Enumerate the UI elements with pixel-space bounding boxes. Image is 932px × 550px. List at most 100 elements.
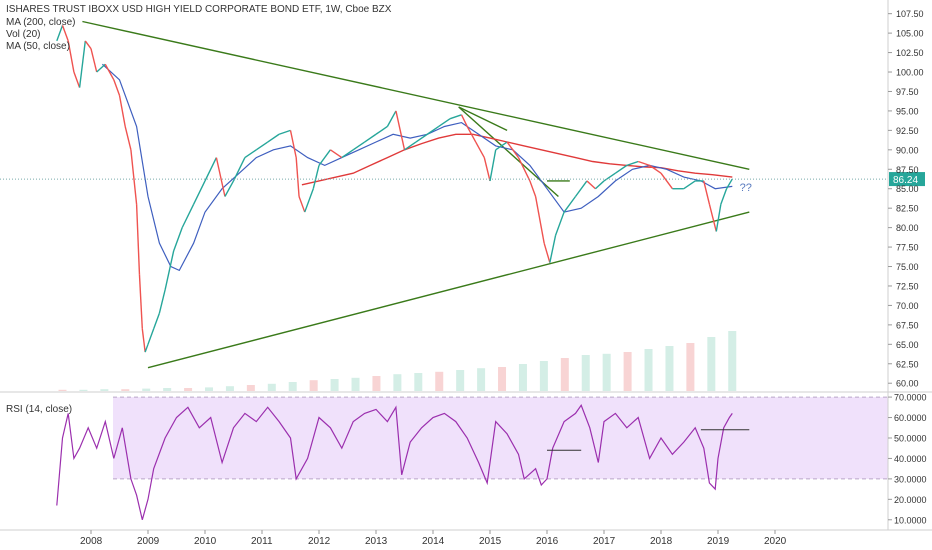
price-tick-label: 90.00: [896, 145, 919, 155]
price-segment: [603, 172, 616, 182]
price-segment: [594, 180, 605, 190]
volume-bar: [330, 379, 339, 391]
price-tick-label: 97.50: [896, 87, 919, 97]
price-segment: [352, 141, 365, 151]
volume-bar: [267, 383, 276, 391]
price-segment: [725, 178, 733, 190]
volume-bar: [246, 385, 255, 391]
price-segment: [517, 157, 531, 182]
axes: 86.24 107.50 105.00 102.50 100.00 97.50 95.00 9…: [80, 9, 927, 547]
price-tick-label: 105.00: [896, 29, 924, 39]
volume-bar: [539, 361, 548, 391]
price-segment: [626, 160, 639, 167]
price-segment: [255, 141, 269, 151]
price-segment: [267, 133, 280, 143]
price-segment: [124, 126, 132, 150]
price-segment: [204, 157, 218, 182]
time-tick-label: 2019: [707, 536, 730, 547]
rsi-tick-label: 10.0000: [894, 515, 927, 525]
price-segment: [67, 40, 75, 73]
price-tick-label: 65.00: [896, 340, 919, 350]
volume-bar: [498, 367, 507, 391]
time-tick-label: 2012: [308, 536, 331, 547]
rsi-tick-label: 30.0000: [894, 474, 927, 484]
price-segment: [78, 40, 86, 88]
time-tick-label: 2010: [194, 536, 217, 547]
rsi-line: [56, 404, 733, 520]
volume-bar: [477, 368, 486, 391]
time-tick-label: 2017: [593, 536, 616, 547]
volume-bar: [581, 355, 590, 391]
price-tick-label: 77.50: [896, 243, 919, 253]
price-tick-label: 107.50: [896, 9, 924, 19]
price-segment: [96, 63, 106, 73]
time-tick-label: 2016: [536, 536, 559, 547]
volume-bar: [288, 382, 297, 391]
time-tick-label: 2013: [365, 536, 388, 547]
price-tick-label: 95.00: [896, 106, 919, 116]
price-segment: [703, 180, 711, 205]
time-tick-label: 2011: [251, 536, 273, 547]
time-tick-label: 2015: [479, 536, 502, 547]
price-segment: [84, 40, 92, 50]
trendline-lower-support: [147, 211, 750, 369]
price-tick-label: 67.50: [896, 320, 919, 330]
price-tick-label: 60.00: [896, 379, 919, 389]
price-segment: [466, 126, 477, 143]
price-segment: [141, 328, 146, 353]
last-price-badge: [889, 172, 925, 187]
trendline-mid-resistance: [458, 106, 508, 132]
rsi-tick-label: 40.0000: [894, 454, 927, 464]
price-segment: [395, 110, 406, 150]
annotation-text: ??: [740, 182, 752, 194]
price-segment: [289, 130, 297, 158]
price-segment: [215, 157, 226, 197]
price-segment: [495, 141, 508, 151]
price-tick-label: 72.50: [896, 281, 919, 291]
legend-ma50: MA (50, close): [6, 41, 70, 52]
price-segment: [483, 157, 491, 182]
price-segment: [543, 242, 551, 263]
grid: [0, 0, 932, 531]
volume-bar: [58, 389, 67, 391]
volume-bar: [79, 389, 88, 391]
price-segment: [549, 235, 557, 263]
price-segment: [637, 160, 650, 167]
price-segment: [438, 118, 451, 128]
volume-bar: [225, 386, 234, 391]
price-segment: [61, 25, 69, 42]
price-segment: [404, 141, 417, 151]
price-segment: [232, 157, 246, 182]
volume-bar: [686, 343, 695, 391]
volume-bar: [435, 371, 444, 391]
volume-bar: [644, 349, 653, 391]
price-segment: [330, 149, 343, 159]
rsi-tick-label: 70.0000: [894, 393, 927, 403]
price-segment: [244, 149, 257, 159]
volume-bar: [456, 370, 465, 391]
price-segment: [118, 95, 126, 127]
price-segment: [529, 180, 537, 197]
volume-bar: [414, 373, 423, 391]
price-tick-label: 92.50: [896, 126, 919, 136]
price-segment: [475, 141, 485, 158]
legend-vol: Vol (20): [6, 29, 41, 40]
rsi-label: RSI (14, close): [6, 404, 73, 415]
volume-bar: [518, 364, 527, 391]
price-segment: [708, 204, 717, 232]
volume-bar: [205, 387, 214, 391]
price-tick-label: 62.50: [896, 359, 919, 369]
price-segment: [181, 203, 195, 228]
time-tick-label: 2018: [650, 536, 673, 547]
price-tick-label: 70.00: [896, 301, 919, 311]
price-segment: [172, 227, 183, 252]
price-segment: [224, 180, 235, 197]
price-segment: [298, 196, 306, 213]
volume-bars: [58, 331, 737, 391]
price-segment: [534, 196, 545, 244]
volume-bar: [351, 377, 360, 391]
volume-bar: [728, 331, 737, 391]
price-segment: [312, 165, 320, 189]
trendline-upper-resistance: [82, 20, 750, 170]
